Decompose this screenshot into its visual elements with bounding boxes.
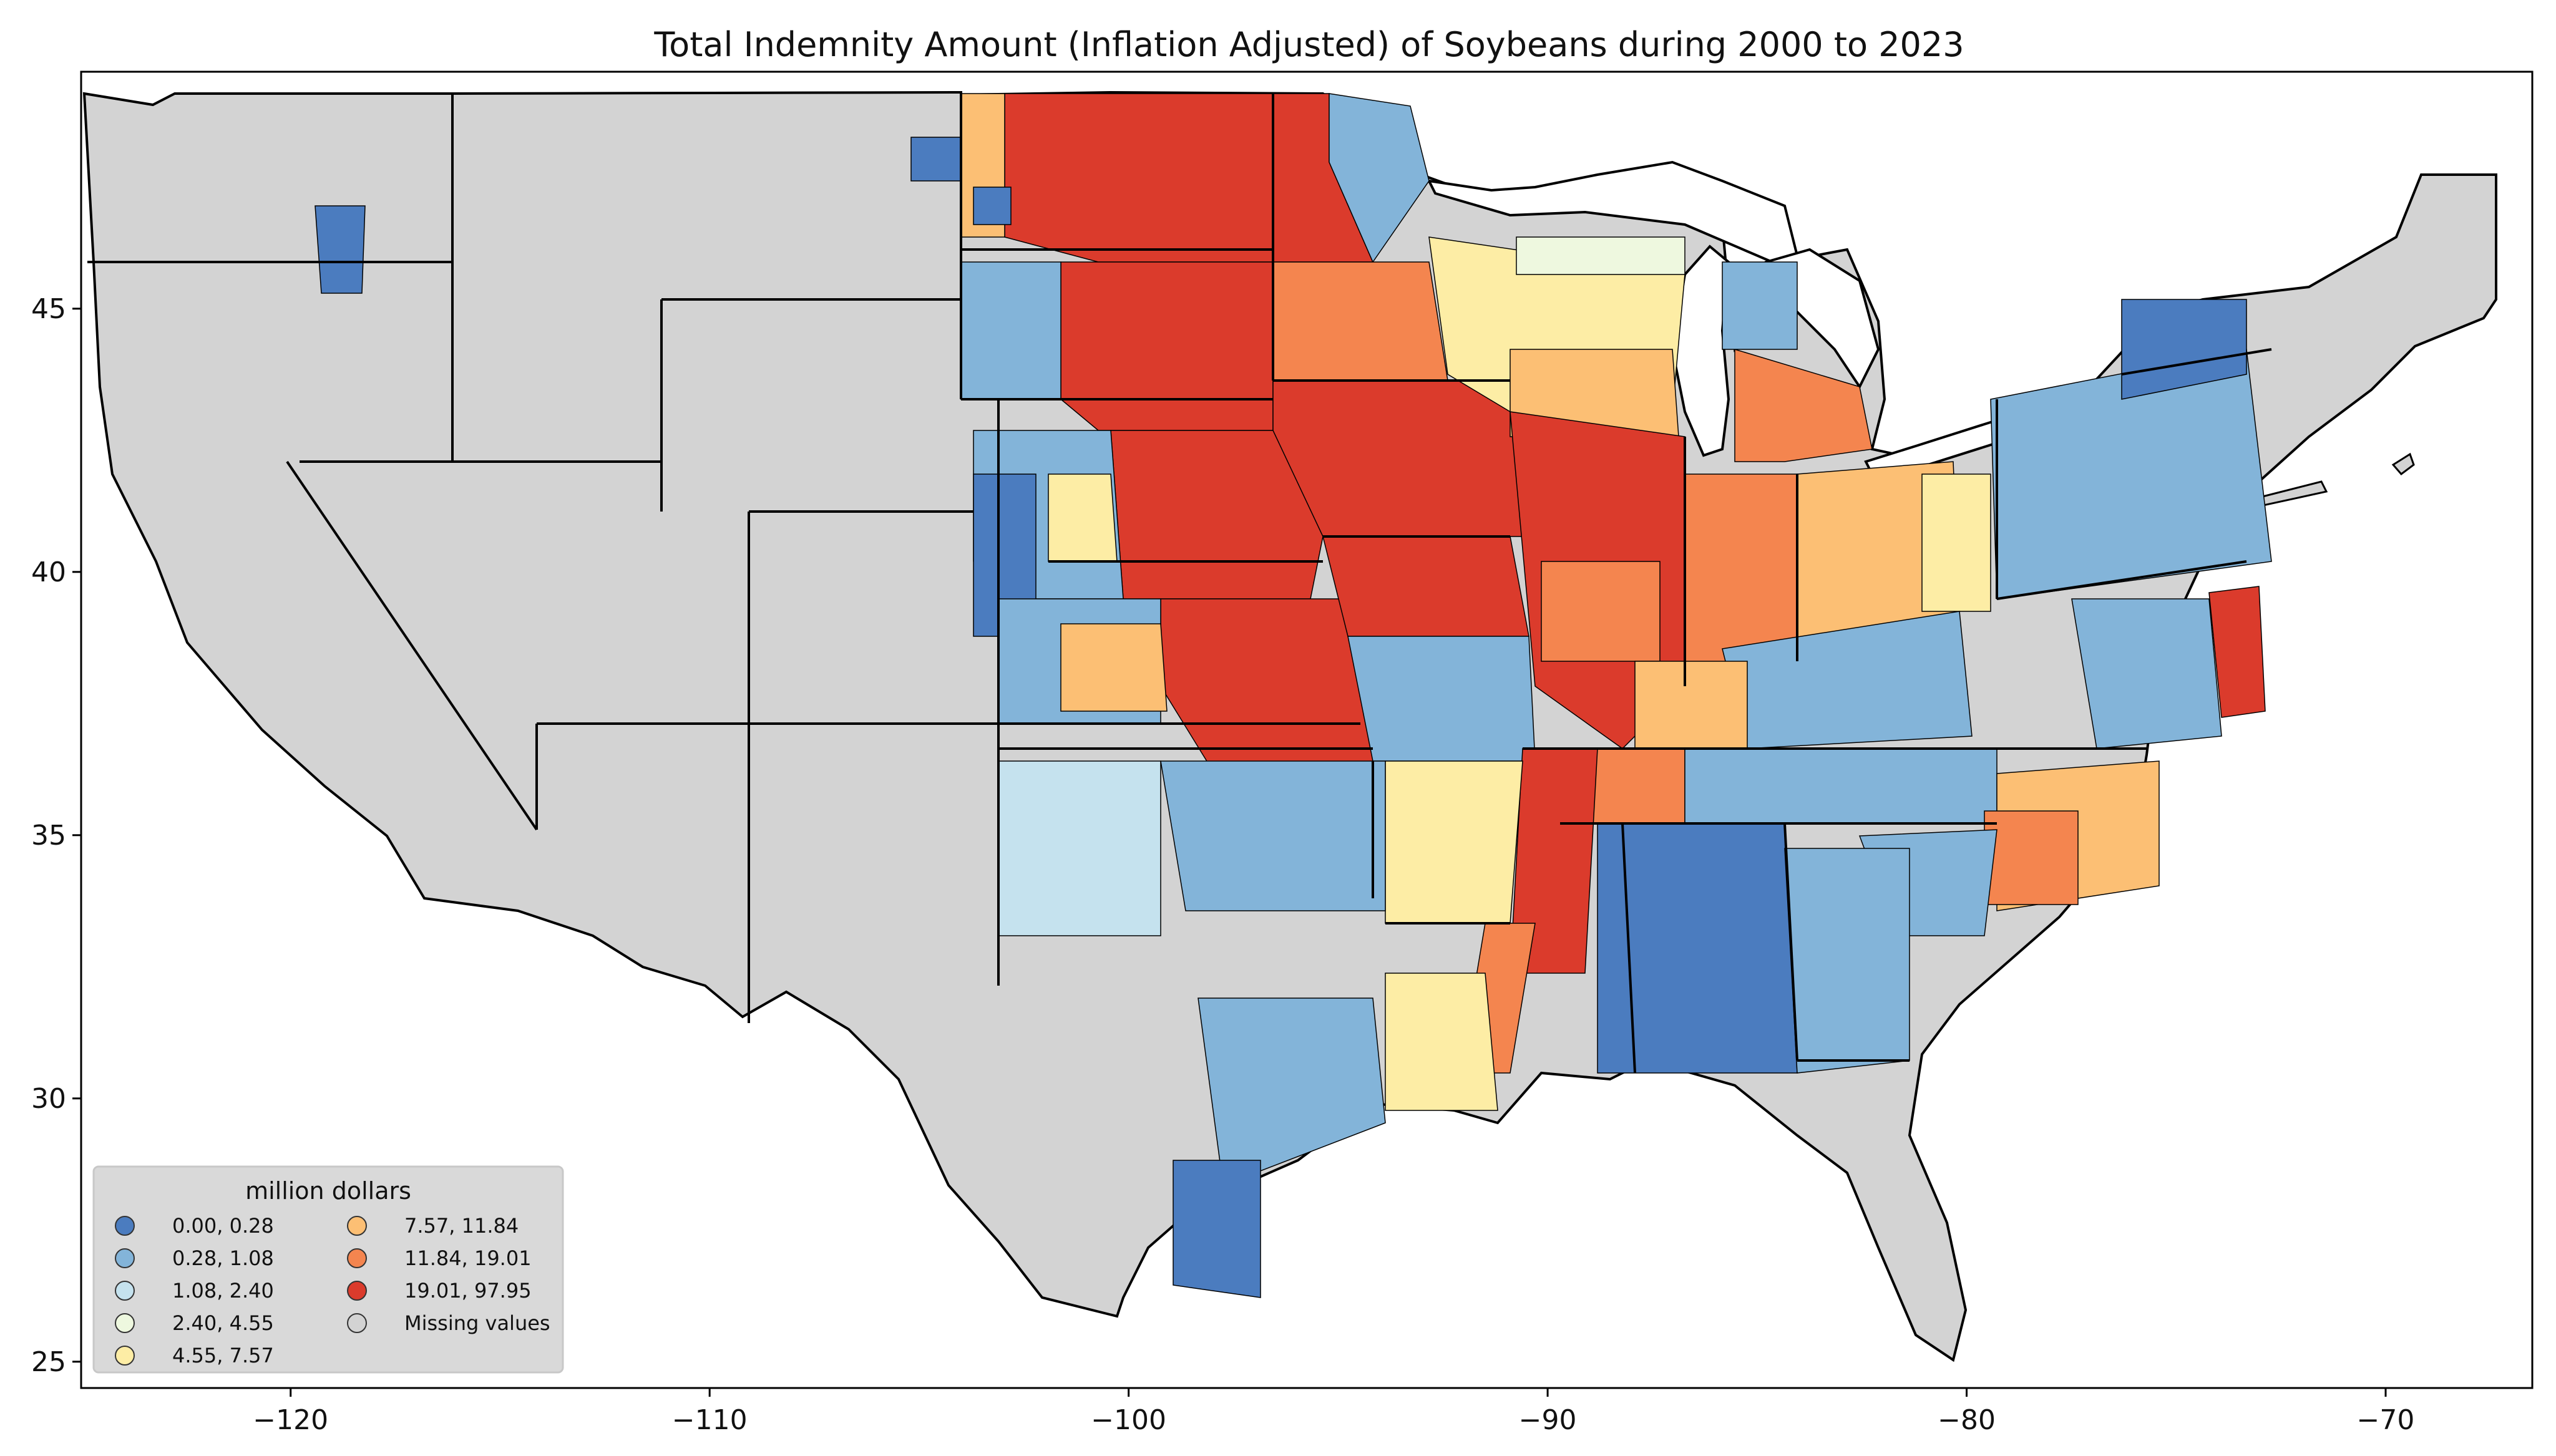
legend-swatch — [115, 1313, 135, 1333]
border-line — [1996, 560, 2247, 600]
y-tick-label: 35 — [31, 820, 66, 852]
legend-label: 11.84, 19.01 — [404, 1246, 532, 1270]
region-upper-michigan — [1516, 236, 1685, 275]
legend-swatch — [347, 1313, 367, 1333]
legend-box — [92, 1165, 564, 1374]
border-line — [1783, 823, 1798, 1061]
legend-swatch — [115, 1281, 135, 1301]
region-missouri-north — [1322, 536, 1529, 637]
x-tick-label: −110 — [672, 1404, 748, 1436]
region-maryland-virginia — [2071, 598, 2222, 749]
region-missouri-south — [1347, 636, 1536, 762]
region-texas-gulf — [1198, 997, 1386, 1187]
map-title: Total Indemnity Amount (Inflation Adjust… — [653, 25, 1964, 64]
region-michigan-north — [1722, 261, 1798, 350]
lake-michigan — [1671, 245, 1730, 457]
legend-label: 19.01, 97.95 — [404, 1279, 532, 1303]
region-delmarva — [2208, 586, 2266, 718]
legend-swatch — [347, 1216, 367, 1236]
region-illinois-mid — [1541, 561, 1661, 662]
region-south-dakota — [1060, 261, 1274, 431]
legend: million dollars 0.00, 0.28 0.28, 1.08 1.08… — [92, 1165, 564, 1374]
legend-label: 0.00, 0.28 — [172, 1214, 274, 1238]
x-tick-label: −90 — [1519, 1404, 1577, 1436]
region-michigan — [1734, 348, 1873, 462]
region-idaho-patch — [315, 205, 366, 294]
legend-label: 4.55, 7.57 — [172, 1344, 274, 1367]
legend-swatch — [115, 1346, 135, 1366]
region-ohio-east — [1921, 473, 1991, 612]
map-plot-area: −120 −110 −100 −90 −80 −70 25 30 35 40 45 — [31, 70, 2534, 1436]
x-axis: −120 −110 −100 −90 −80 −70 — [253, 1388, 2414, 1436]
y-tick-label: 25 — [31, 1346, 66, 1378]
x-tick-label: −80 — [1938, 1404, 1996, 1436]
border-line — [286, 460, 538, 831]
region-minnesota-north — [1329, 93, 1430, 263]
x-tick-label: −70 — [2357, 1404, 2415, 1436]
legend-title: million dollars — [245, 1177, 411, 1205]
region-minnesota-south — [1272, 261, 1448, 381]
legend-swatch — [347, 1281, 367, 1301]
legend-items: 0.00, 0.28 0.28, 1.08 1.08, 2.40 2.40, 4.55… — [115, 1214, 550, 1367]
region-kansas-mid — [1060, 623, 1168, 712]
region-nebraska-mid — [1048, 473, 1118, 562]
border-line — [2121, 348, 2272, 376]
x-tick-label: −100 — [1091, 1404, 1166, 1436]
y-tick-label: 30 — [31, 1083, 66, 1115]
legend-swatch — [347, 1248, 367, 1268]
region-tennessee — [1684, 748, 1997, 824]
legend-swatch — [115, 1216, 135, 1236]
region-north-carolina-core — [1984, 810, 2079, 905]
legend-label: 1.08, 2.40 — [172, 1279, 274, 1303]
state-borders — [87, 94, 2272, 1074]
x-tick-label: −120 — [253, 1404, 328, 1436]
y-tick-label: 45 — [31, 293, 66, 325]
y-tick-label: 40 — [31, 556, 66, 588]
indemnity-shading — [315, 93, 2272, 1298]
region-montana-east-patch — [910, 137, 962, 182]
legend-label: 0.28, 1.08 — [172, 1246, 274, 1270]
legend-label: 7.57, 11.84 — [404, 1214, 519, 1238]
border-line — [1621, 823, 1636, 1074]
region-south-dakota-west — [960, 261, 1061, 400]
region-kentucky-west — [1634, 661, 1748, 762]
region-sd-west-patches — [973, 187, 1012, 225]
region-new-york-north — [2121, 299, 2247, 400]
region-georgia — [1784, 848, 1910, 1074]
legend-swatch — [115, 1248, 135, 1268]
region-texas-coast-south — [1173, 1160, 1261, 1298]
y-axis: 25 30 35 40 45 — [31, 293, 81, 1378]
legend-label: Missing values — [404, 1311, 550, 1335]
region-arkansas-west — [1385, 760, 1523, 924]
region-north-dakota-east — [1004, 93, 1274, 263]
region-oklahoma-west — [998, 760, 1161, 936]
region-louisiana — [1385, 973, 1498, 1111]
legend-label: 2.40, 4.55 — [172, 1311, 274, 1335]
lake-superior — [1427, 160, 1799, 264]
region-oklahoma-east — [1160, 760, 1386, 911]
cape-cod — [2391, 452, 2415, 476]
